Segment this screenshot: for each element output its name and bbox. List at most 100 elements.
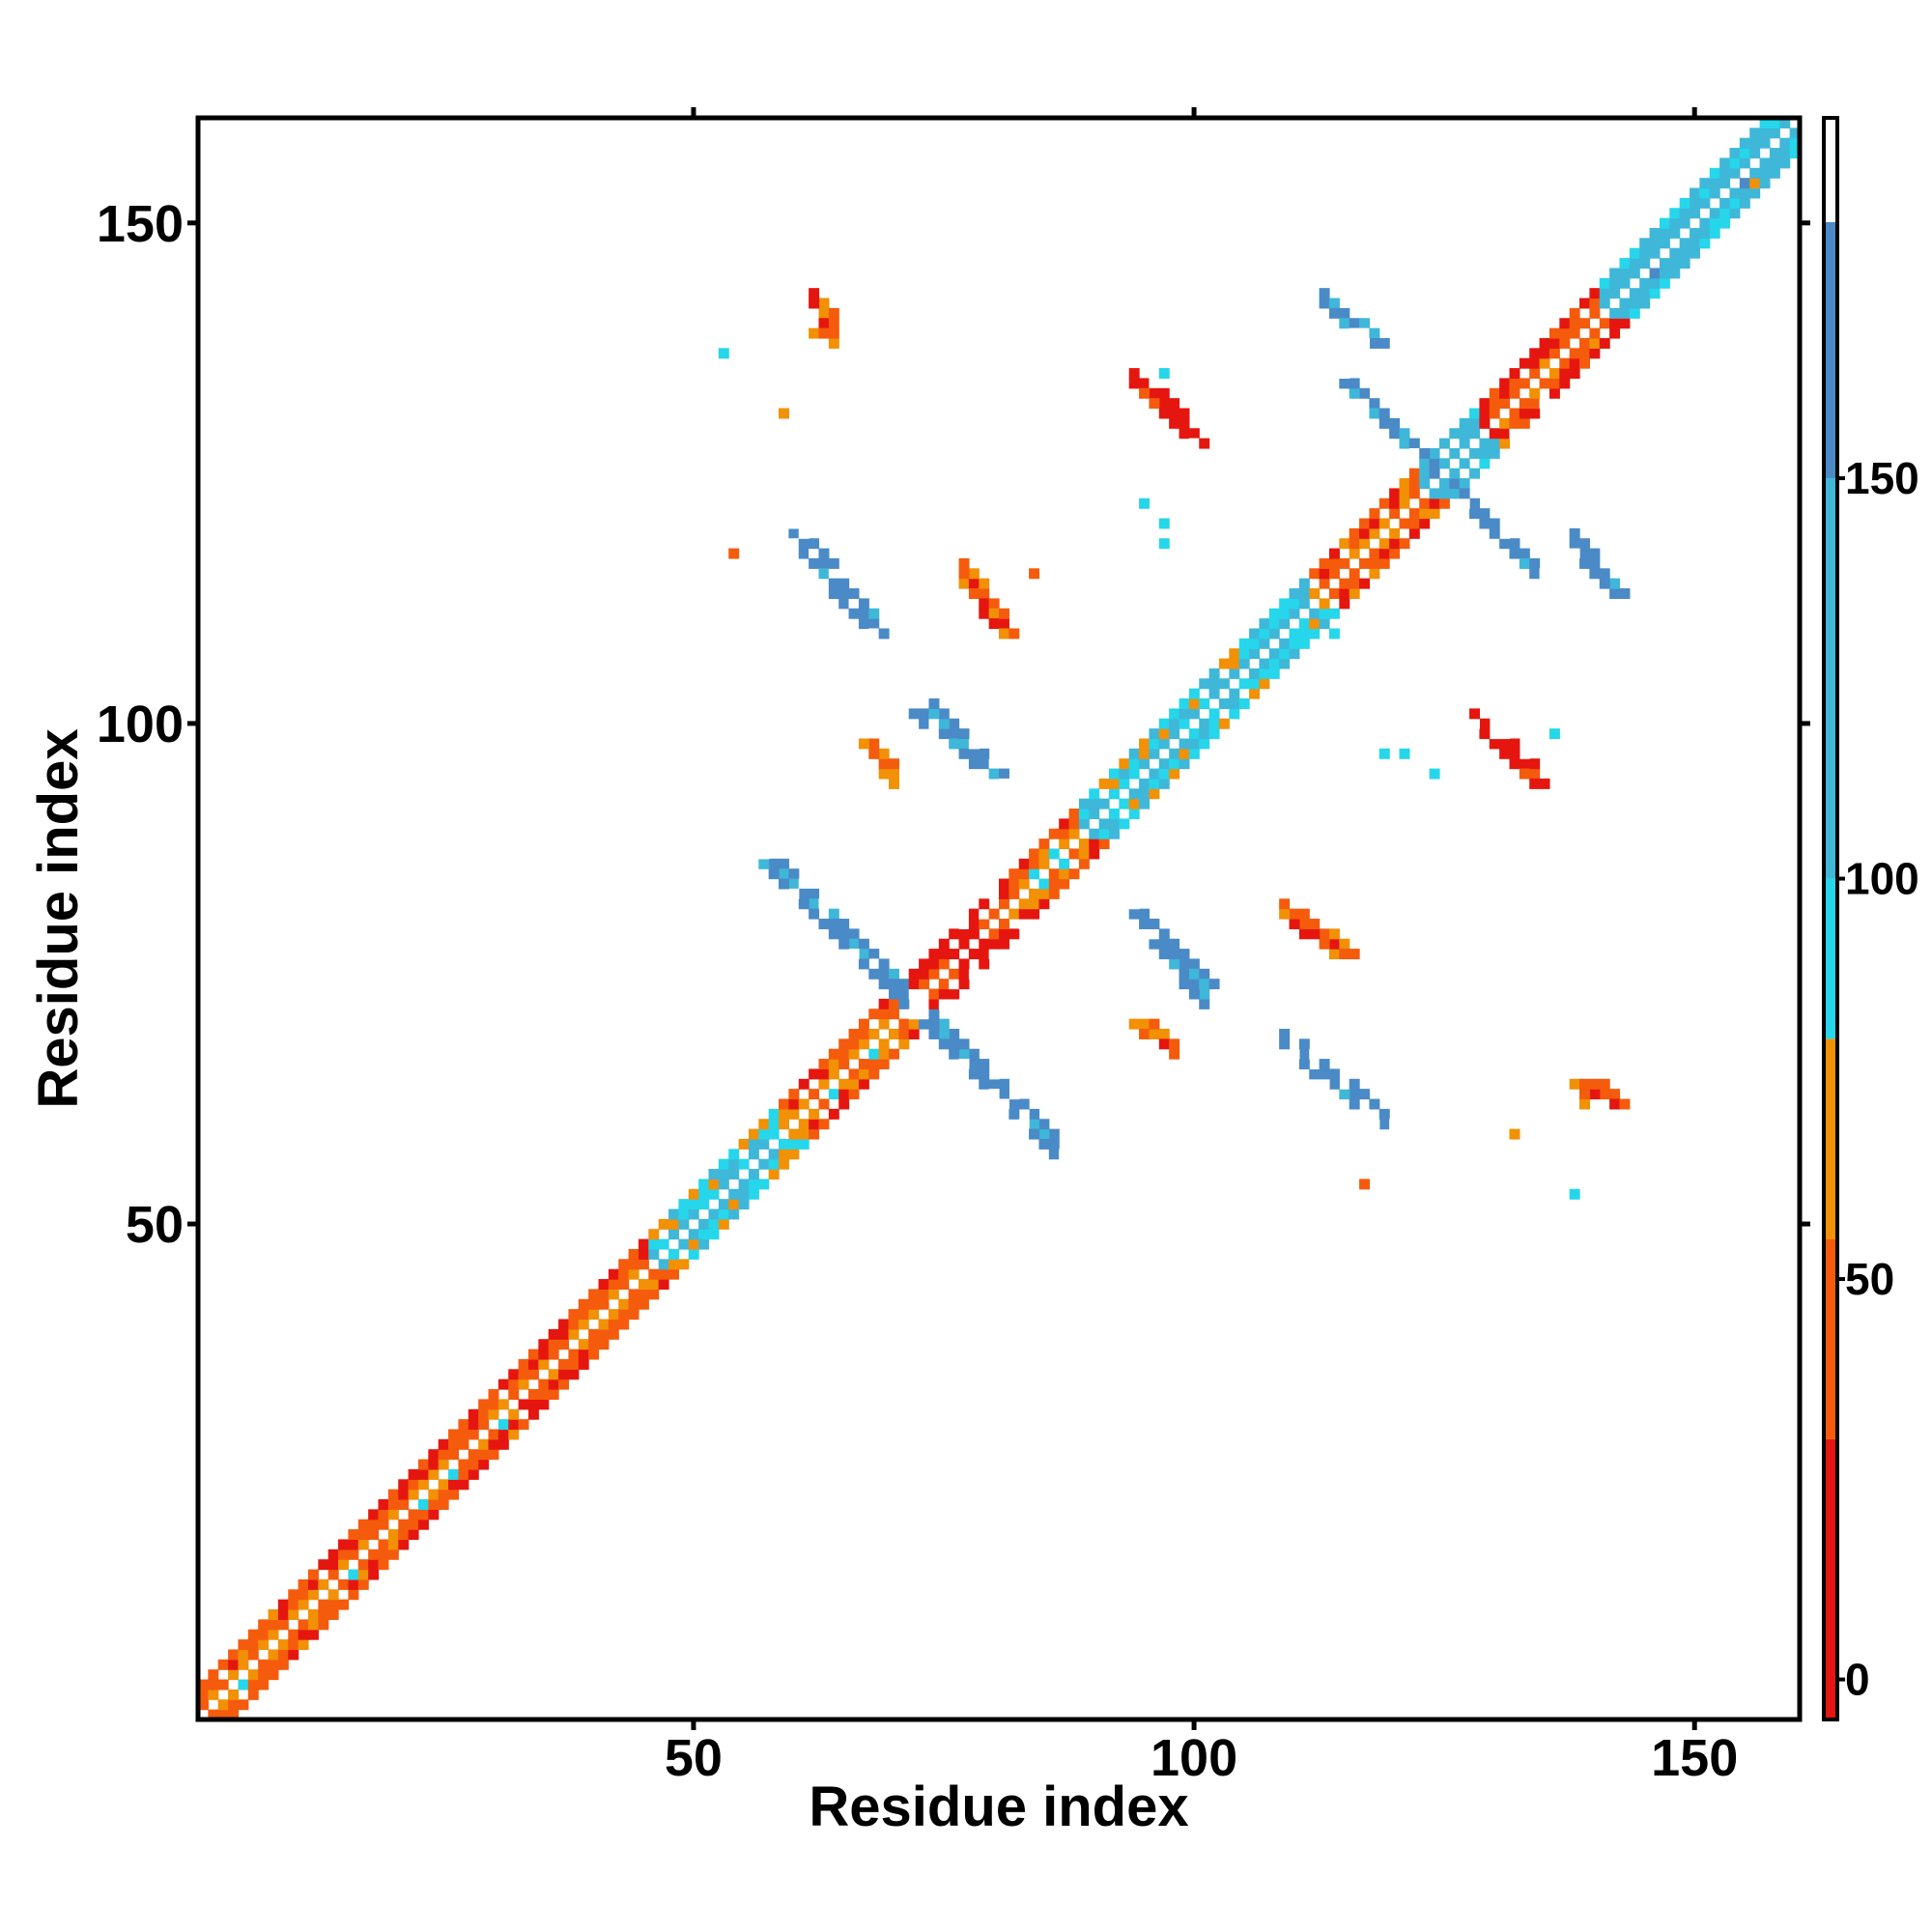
heatmap-cell [988,768,1000,780]
heatmap-cell [1169,708,1180,720]
heatmap-cell [1369,327,1380,339]
heatmap-cell [247,1679,259,1690]
heatmap-cell [848,588,860,599]
heatmap-cell [1509,368,1520,380]
heatmap-cell [818,1119,830,1130]
heatmap-cell [258,1669,270,1681]
heatmap-cell [838,1089,850,1100]
heatmap-cell [1188,428,1200,440]
heatmap-cell [1679,197,1690,209]
heatmap-cell [768,868,780,880]
heatmap-cell [1609,307,1621,319]
heatmap-cell [988,928,1000,940]
heatmap-cell [678,1199,690,1210]
heatmap-cell [958,748,970,759]
heatmap-cell [1690,247,1700,259]
heatmap-cell [1548,327,1560,339]
heatmap-cell [838,1038,850,1050]
heatmap-cell [1328,298,1340,309]
heatmap-cell [678,1259,690,1270]
heatmap-cell [938,728,950,740]
heatmap-cell [1038,898,1050,910]
heatmap-cell [779,518,789,529]
heatmap-cell [828,1059,839,1070]
heatmap-cell [1149,398,1160,410]
heatmap-cell [1139,758,1151,770]
heatmap-cell [1009,1108,1020,1120]
heatmap-cell [497,1399,509,1410]
heatmap-cell [1279,648,1291,660]
heatmap-cell [928,949,940,960]
heatmap-cell [1679,208,1690,219]
heatmap-cell [868,618,880,630]
heatmap-cell [1139,748,1151,759]
heatmap-cell [1078,858,1090,869]
heatmap-cell [878,968,890,980]
heatmap-cell [1059,878,1070,890]
heatmap-cell [458,1438,469,1450]
heatmap-cell [1179,738,1190,750]
heatmap-cell [848,1078,860,1090]
heatmap-cell [478,1449,490,1461]
heatmap-cell [1649,277,1661,289]
heatmap-cell [1548,728,1560,740]
heatmap-cell [327,1589,339,1601]
heatmap-cell [949,988,960,1000]
heatmap-cell [868,738,880,750]
heatmap-cell [638,1289,649,1300]
heatmap-cell [1699,217,1711,229]
heatmap-cell [828,1068,839,1080]
heatmap-cell [809,538,820,550]
heatmap-cell [979,608,990,619]
heatmap-cell [1349,588,1360,599]
heatmap-cell [1208,688,1220,699]
heatmap-cell [298,1629,309,1640]
heatmap-cell [1579,1089,1590,1100]
heatmap-cell [1319,568,1330,580]
heatmap-cell [999,628,1009,639]
heatmap-cell [588,1328,600,1340]
heatmap-cell [1149,928,1160,940]
heatmap-cell [798,1128,810,1140]
heatmap-cell [1108,818,1120,830]
heatmap-cell [1519,357,1530,369]
heatmap-cell [217,1699,229,1711]
heatmap-cell [247,1639,259,1651]
heatmap-cell [1669,247,1681,259]
heatmap-cell [598,1319,610,1330]
heatmap-cell [1279,598,1291,610]
heatmap-cell [1199,698,1210,709]
heatmap-cell [618,1309,630,1321]
heatmap-cell [1669,258,1681,270]
heatmap-cell [1629,307,1640,319]
heatmap-cell [858,938,869,950]
heatmap-cell [898,1028,910,1039]
heatmap-cell [1429,447,1440,459]
heatmap-cell [1298,908,1310,920]
heatmap-cell [608,1328,619,1340]
heatmap-cell [208,1679,219,1690]
heatmap-cell [338,1578,350,1590]
heatmap-cell [1349,949,1360,960]
heatmap-cell [1169,938,1180,950]
heatmap-cell [1548,337,1560,349]
heatmap-cell [1188,748,1200,759]
heatmap-cell [1298,1059,1310,1070]
heatmap-cell [1719,208,1731,219]
heatmap-cell [568,1349,580,1360]
heatmap-cell [538,1389,550,1400]
heatmap-cell [1139,788,1151,800]
heatmap-cell [268,1609,279,1620]
heatmap-cell [1389,1128,1401,1140]
heatmap-cell [1559,357,1571,369]
heatmap-cell [1529,758,1541,770]
heatmap-cell [538,1378,550,1390]
heatmap-cell [448,1429,460,1440]
heatmap-cell [958,578,970,589]
heatmap-cell [1158,928,1170,940]
heatmap-cell [1078,818,1090,830]
heatmap-cell [1649,227,1661,239]
heatmap-cell [1188,688,1200,699]
heatmap-cell [1199,979,1210,990]
heatmap-cell [1438,438,1450,449]
